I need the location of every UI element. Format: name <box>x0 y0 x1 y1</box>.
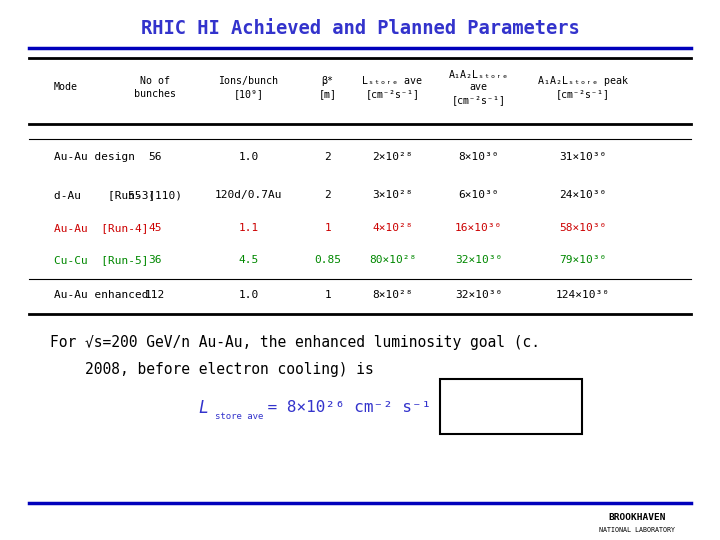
Text: Au-Au enhanced: Au-Au enhanced <box>54 291 148 300</box>
Text: NATIONAL LABORATORY: NATIONAL LABORATORY <box>599 526 675 532</box>
FancyBboxPatch shape <box>440 379 582 434</box>
Text: = 8×10²⁶ cm⁻² s⁻¹: = 8×10²⁶ cm⁻² s⁻¹ <box>258 400 431 415</box>
Text: A₁A₂Lₛₜₒᵣₑ
ave
[cm⁻²s⁻¹]: A₁A₂Lₛₜₒᵣₑ ave [cm⁻²s⁻¹] <box>449 70 509 105</box>
Text: 8×10²⁸: 8×10²⁸ <box>372 291 413 300</box>
Text: d-Au    [Run-3]: d-Au [Run-3] <box>54 191 156 200</box>
Text: 4×10²⁸: 4×10²⁸ <box>372 223 413 233</box>
Text: 120d/0.7Au: 120d/0.7Au <box>215 191 282 200</box>
Text: 55 (110): 55 (110) <box>128 191 181 200</box>
Text: L: L <box>198 399 208 417</box>
Text: 8×10³⁰: 8×10³⁰ <box>459 152 499 161</box>
Text: RHIC HI Achieved and Planned Parameters: RHIC HI Achieved and Planned Parameters <box>140 19 580 38</box>
Text: 2x achieved: 2x achieved <box>451 413 539 426</box>
Text: 4x design: 4x design <box>451 390 523 403</box>
Text: 36: 36 <box>148 255 161 265</box>
Text: 31×10³⁰: 31×10³⁰ <box>559 152 607 161</box>
Text: 124×10³⁰: 124×10³⁰ <box>557 291 611 300</box>
Text: No of
bunches: No of bunches <box>134 76 176 99</box>
Text: 1.1: 1.1 <box>238 223 258 233</box>
Text: Cu-Cu  [Run-5]: Cu-Cu [Run-5] <box>54 255 148 265</box>
Text: BROOKHAVEN: BROOKHAVEN <box>608 513 666 522</box>
Text: 1: 1 <box>324 291 331 300</box>
Text: For √s=200 GeV/n Au-Au, the enhanced luminosity goal (c.: For √s=200 GeV/n Au-Au, the enhanced lum… <box>50 335 541 350</box>
Text: 2×10²⁸: 2×10²⁸ <box>372 152 413 161</box>
Text: 4.5: 4.5 <box>238 255 258 265</box>
Text: 24×10³⁰: 24×10³⁰ <box>559 191 607 200</box>
Text: 1.0: 1.0 <box>238 152 258 161</box>
Text: Mode: Mode <box>54 83 78 92</box>
Text: Au-Au  [Run-4]: Au-Au [Run-4] <box>54 223 148 233</box>
Text: 0.85: 0.85 <box>314 255 341 265</box>
Text: 79×10³⁰: 79×10³⁰ <box>559 255 607 265</box>
Text: 3×10²⁸: 3×10²⁸ <box>372 191 413 200</box>
Text: 1.0: 1.0 <box>238 291 258 300</box>
Text: 6×10³⁰: 6×10³⁰ <box>459 191 499 200</box>
Text: 2: 2 <box>324 191 331 200</box>
Text: β*
[m]: β* [m] <box>319 76 337 99</box>
Text: 45: 45 <box>148 223 161 233</box>
Text: Ions/bunch
[10⁹]: Ions/bunch [10⁹] <box>218 76 279 99</box>
Text: 16×10³⁰: 16×10³⁰ <box>455 223 503 233</box>
Text: A₁A₂Lₛₜₒᵣₑ peak
[cm⁻²s⁻¹]: A₁A₂Lₛₜₒᵣₑ peak [cm⁻²s⁻¹] <box>539 76 628 99</box>
Text: 112: 112 <box>145 291 165 300</box>
Text: 32×10³⁰: 32×10³⁰ <box>455 291 503 300</box>
Text: 1: 1 <box>324 223 331 233</box>
Text: 80×10²⁸: 80×10²⁸ <box>369 255 416 265</box>
Text: Au-Au design: Au-Au design <box>54 152 135 161</box>
Text: 2008, before electron cooling) is: 2008, before electron cooling) is <box>50 362 374 377</box>
Text: 58×10³⁰: 58×10³⁰ <box>559 223 607 233</box>
Text: 56: 56 <box>148 152 161 161</box>
Text: Lₛₜₒᵣₑ ave
[cm⁻²s⁻¹]: Lₛₜₒᵣₑ ave [cm⁻²s⁻¹] <box>362 76 423 99</box>
Text: 32×10³⁰: 32×10³⁰ <box>455 255 503 265</box>
Text: 2: 2 <box>324 152 331 161</box>
Text: store ave: store ave <box>215 412 263 421</box>
